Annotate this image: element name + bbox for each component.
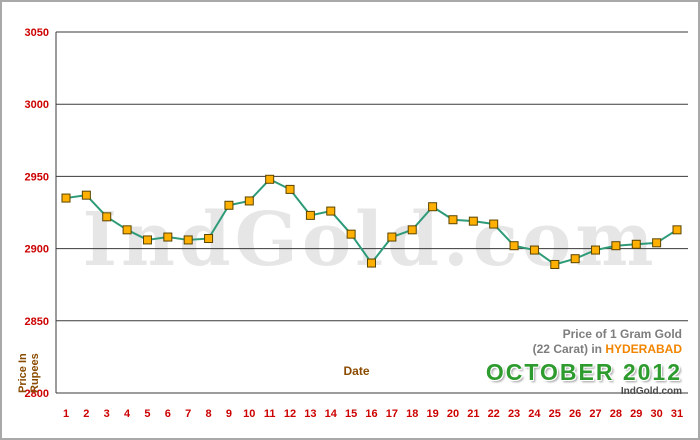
x-axis-title: Date [343,364,369,378]
data-point-marker [346,229,356,239]
data-point-marker [387,232,397,242]
data-point-marker [265,174,275,184]
x-tick-label: 5 [144,408,150,420]
y-tick-label: 2950 [25,171,49,183]
x-tick-label: 18 [406,408,418,420]
data-point-marker [81,190,91,200]
y-tick-label: 2850 [25,316,49,328]
x-tick-label: 20 [447,408,459,420]
x-tick-label: 21 [467,408,479,420]
x-tick-label: 4 [124,408,131,420]
data-point-marker [550,259,560,269]
x-tick-label: 15 [345,408,357,420]
x-tick-label: 16 [365,408,377,420]
x-tick-label: 17 [386,408,398,420]
data-point-marker [611,241,621,251]
data-point-marker [204,233,214,243]
data-point-marker [468,216,478,226]
x-tick-label: 24 [528,408,541,420]
x-tick-label: 14 [325,408,338,420]
caption-city: HYDERABAD [605,342,682,356]
data-point-marker [407,225,417,235]
x-tick-label: 27 [589,408,601,420]
data-point-marker [509,241,519,251]
data-point-marker [61,193,71,203]
x-tick-label: 1 [63,408,69,420]
data-point-marker [591,245,601,255]
data-point-marker [142,235,152,245]
x-tick-label: 30 [651,408,663,420]
y-tick-label: 3000 [25,99,49,111]
data-point-marker [102,212,112,222]
x-tick-label: 8 [206,408,212,420]
x-tick-label: 7 [185,408,191,420]
x-tick-label: 31 [671,408,683,420]
x-tick-label: 22 [488,408,500,420]
y-axis-title: Price InRupees [17,353,41,393]
caption-month: OCTOBER 2012 [485,359,682,385]
x-tick-label: 6 [165,408,171,420]
data-point-marker [529,245,539,255]
x-tick-label: 28 [610,408,622,420]
x-tick-label: 19 [426,408,438,420]
data-point-marker [122,225,132,235]
x-tick-label: 11 [264,408,276,420]
x-tick-label: 9 [226,408,232,420]
data-point-marker [570,254,580,264]
data-point-marker [163,232,173,242]
data-point-marker [305,210,315,220]
x-tick-label: 23 [508,408,520,420]
data-point-marker [489,219,499,229]
x-tick-label: 13 [304,408,316,420]
data-point-marker [652,238,662,248]
data-point-marker [631,239,641,249]
data-point-marker [326,206,336,216]
y-tick-label: 2900 [25,244,49,256]
x-tick-label: 10 [243,408,255,420]
data-point-marker [285,184,295,194]
data-point-marker [183,235,193,245]
caption-carat-text: (22 Carat) in [532,342,606,356]
data-point-marker [367,258,376,268]
caption-subtitle: (22 Carat) in HYDERABAD [486,342,682,357]
x-tick-label: 12 [284,408,296,420]
y-tick-label: 3050 [25,27,49,39]
x-tick-label: 26 [569,408,581,420]
caption-title: Price of 1 Gram Gold [562,327,682,341]
x-tick-label: 3 [104,408,110,420]
y-tick-label: 2800 [25,388,49,400]
x-tick-label: 2 [83,408,89,420]
caption-site: IndGold.com [620,386,682,397]
data-point-marker [244,196,254,206]
data-point-marker [448,215,458,225]
x-tick-label: 29 [630,408,642,420]
caption-block: Price of 1 Gram Gold (22 Carat) in HYDER… [486,327,682,398]
data-point-marker [224,200,234,210]
x-tick-label: 25 [549,408,561,420]
data-point-marker [672,225,682,235]
data-point-marker [428,202,438,212]
